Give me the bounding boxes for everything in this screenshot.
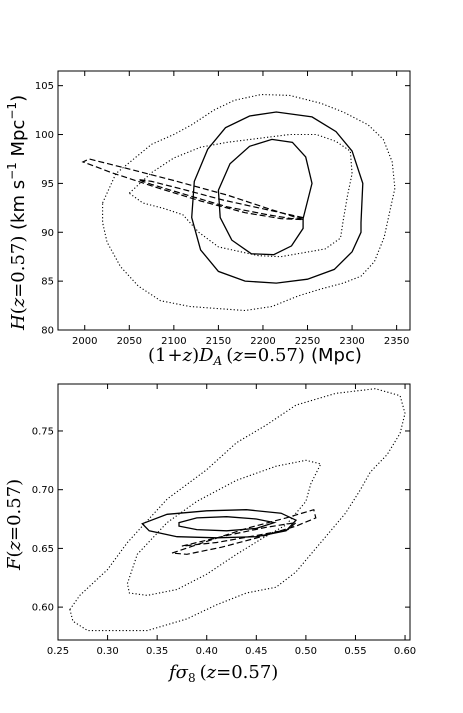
bottom-y-axis-title: F(z=0.57)	[4, 479, 25, 571]
bottom-x-tick-label: 0.25	[47, 646, 69, 657]
bottom-x-tick-label: 0.55	[344, 646, 366, 657]
svg-text:H(z=0.57): H(z=0.57)	[8, 236, 29, 331]
top-y-tick-label: 85	[41, 277, 54, 288]
top-x-tick-label: 2200	[250, 336, 275, 347]
top-y-tick-label: 90	[41, 228, 54, 239]
bottom-y-tick-label: 0.75	[32, 426, 54, 437]
bottom-contour-solid-inner	[178, 516, 277, 532]
top-y-tick-label: 80	[41, 326, 54, 337]
top-x-tick-label: 2250	[295, 336, 320, 347]
bottom-x-tick-label: 0.45	[245, 646, 267, 657]
bottom-y-tick-label: 0.70	[32, 485, 54, 496]
top-x-axis-title: (1+z)DA (z=0.57)	[148, 345, 305, 368]
top-x-tick-label: 2050	[117, 336, 142, 347]
top-y-tick-label: 105	[35, 81, 54, 92]
top-contour-dashed-outer	[81, 158, 304, 221]
top-x-axis-unit: (Mpc)	[311, 345, 362, 366]
bottom-contours	[69, 388, 406, 632]
bottom-plot-frame	[57, 383, 411, 641]
svg-text:(km s−1 Mpc−1): (km s−1 Mpc−1)	[5, 95, 29, 230]
top-y-tick-label: 95	[41, 179, 54, 190]
bottom-y-tick-label: 0.60	[32, 603, 54, 614]
bottom-contour-dashed-inner	[181, 521, 298, 547]
top-x-tick-label: 2300	[339, 336, 364, 347]
bottom-x-tick-label: 0.40	[196, 646, 218, 657]
bottom-y-ticks: 0.60 0.65 0.70 0.75	[32, 426, 410, 614]
panel-top-chart: 2000 2050 2100 2150 2200 2250 2300 2350 80 85 90 9…	[5, 70, 411, 368]
top-contours	[81, 93, 396, 312]
top-y-axis-title: H(z=0.57) (km s−1 Mpc−1)	[5, 95, 29, 331]
top-y-ticks: 80 85 90 95 100 105	[35, 81, 410, 337]
bottom-x-axis-title: fσ8 (z=0.57)	[167, 662, 278, 685]
top-x-tick-label: 2100	[161, 336, 186, 347]
bottom-x-tick-label: 0.60	[394, 646, 416, 657]
top-contour-solid-outer	[191, 111, 364, 284]
bottom-x-ticks: 0.25 0.30 0.35 0.40 0.45 0.50 0.55 0.60	[47, 384, 416, 657]
bottom-contour-solid-outer	[141, 509, 298, 539]
top-plot-frame	[57, 70, 411, 331]
top-contour-dotted-inner	[128, 133, 353, 258]
bottom-y-tick-label: 0.65	[32, 544, 54, 555]
svg-text:F(z=0.57): F(z=0.57)	[4, 479, 25, 571]
bottom-contour-dashed-outer	[171, 508, 317, 555]
top-x-tick-label: 2150	[206, 336, 231, 347]
bottom-contour-dotted-outer	[69, 388, 406, 632]
bottom-x-tick-label: 0.50	[295, 646, 317, 657]
top-contour-dashed-inner	[137, 178, 304, 220]
top-x-ticks: 2000 2050 2100 2150 2200 2250 2300 2350	[72, 71, 409, 347]
top-y-tick-label: 100	[35, 130, 54, 141]
top-contour-solid-inner	[217, 138, 313, 256]
bottom-x-tick-label: 0.30	[96, 646, 118, 657]
top-x-tick-label: 2350	[384, 336, 409, 347]
top-contour-dotted-outer	[102, 93, 396, 312]
top-x-tick-label: 2000	[72, 336, 97, 347]
bottom-x-tick-label: 0.35	[146, 646, 168, 657]
